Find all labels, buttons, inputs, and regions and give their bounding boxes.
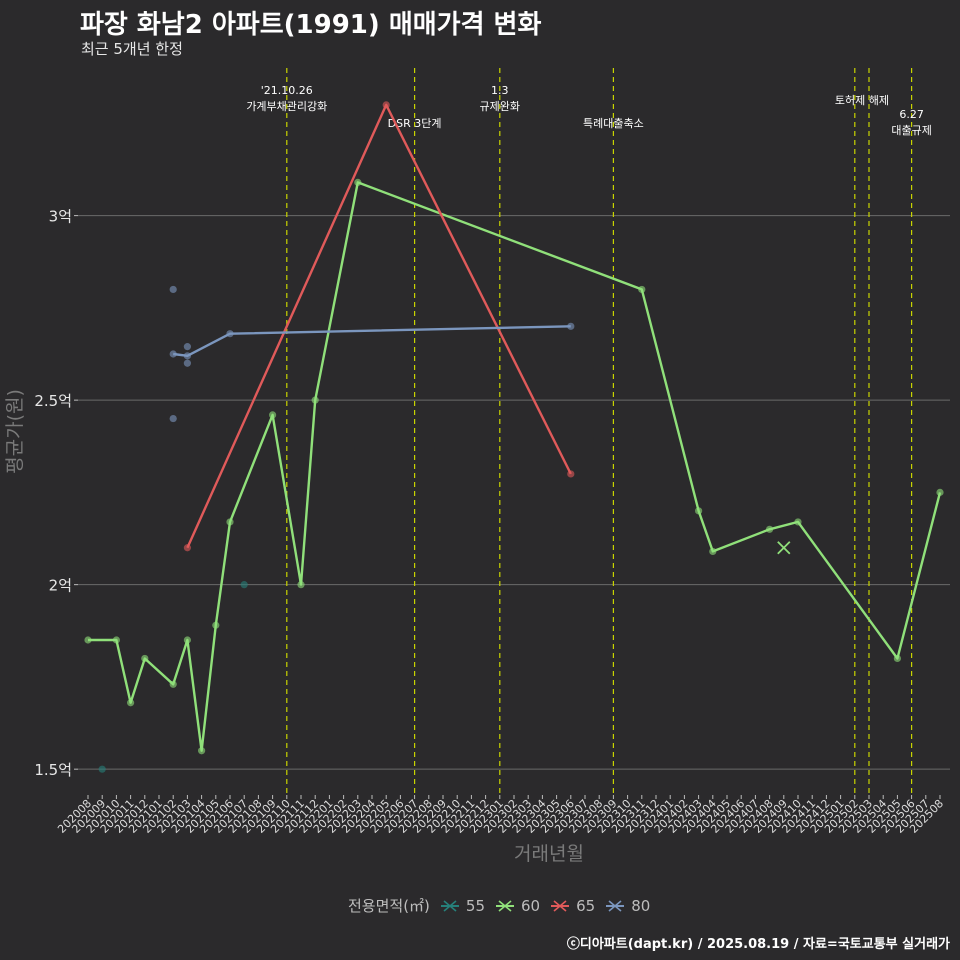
legend-item-80: 80 [605,897,650,915]
legend-item-65: 65 [550,897,595,915]
data-point-60 [695,507,703,515]
data-point-60 [141,654,149,663]
legend: 전용면적(㎡) 55 60 65 80 [348,895,650,916]
legend-label-80: 80 [631,896,651,915]
data-point-60 [709,547,717,556]
data-point-60 [183,636,191,644]
data-point-60 [112,636,120,644]
data-point-60 [297,581,305,589]
y-tick-label: 3억 [49,208,72,226]
cross-marker-60 [777,541,791,555]
data-point-65 [567,470,575,478]
event-label: 가계부채관리강화 [246,100,327,113]
data-point-60 [311,396,319,404]
data-point-55 [98,765,106,773]
data-point-60 [893,654,902,663]
event-label: 토허제 해제 [835,93,889,107]
event-label: 특례대출축소 [583,117,644,130]
event-label: 규제완화 [480,100,520,113]
data-point-80 [169,285,177,294]
chart-subtitle: 최근 5개년 한정 [81,40,183,58]
data-point-80 [183,343,191,351]
legend-label-60: 60 [521,896,541,915]
data-point-60 [169,680,177,688]
y-tick-label: 2억 [49,577,72,595]
data-point-65 [382,101,390,109]
data-point-80 [226,330,234,338]
source-caption: ⓒ디아파트(dapt.kr) / 2025.08.19 / 자료=국토교통부 실… [566,937,950,952]
data-point-60 [212,621,220,629]
data-point-80 [567,322,575,330]
legend-label-65: 65 [576,896,596,915]
legend-key-60-icon [496,899,514,912]
y-tick-label: 1.5억 [34,761,72,779]
legend-title: 전용면적(㎡) [348,897,430,915]
data-point-60 [936,488,944,496]
data-point-60 [198,747,206,755]
data-point-60 [354,178,362,187]
data-point-60 [226,518,234,526]
legend-item-55: 55 [440,897,485,915]
data-point-60 [269,411,277,419]
data-point-80 [183,359,191,367]
legend-item-60: 60 [495,897,540,915]
legend-key-65-icon [551,899,570,912]
data-point-80 [183,352,191,360]
legend-key-80-icon [606,899,625,912]
data-point-60 [766,525,774,533]
y-tick-label: 2.5억 [34,392,72,410]
legend-key-55-icon [440,899,459,912]
x-axis-title: 거래년월 [514,843,584,865]
data-point-60 [84,636,92,644]
event-label: 6.27 [899,108,924,121]
event-label: 대출규제 [891,124,931,137]
data-point-60 [127,699,135,707]
event-label: '21.10.26 [261,84,313,97]
data-point-80 [169,414,177,423]
event-label: 1.3 [491,84,509,97]
event-label: DSR 3단계 [388,117,442,130]
chart-title: 파장 화남2 아파트(1991) 매매가격 변화 [80,10,542,40]
y-axis-title: 평균가(원) [4,389,26,474]
series-line-80 [173,325,571,357]
data-point-65 [183,544,191,552]
data-point-80 [169,350,177,358]
data-point-60 [794,518,802,526]
series-line-60 [88,181,942,752]
legend-label-55: 55 [465,896,485,915]
data-point-60 [638,285,646,294]
data-point-55 [240,581,248,589]
